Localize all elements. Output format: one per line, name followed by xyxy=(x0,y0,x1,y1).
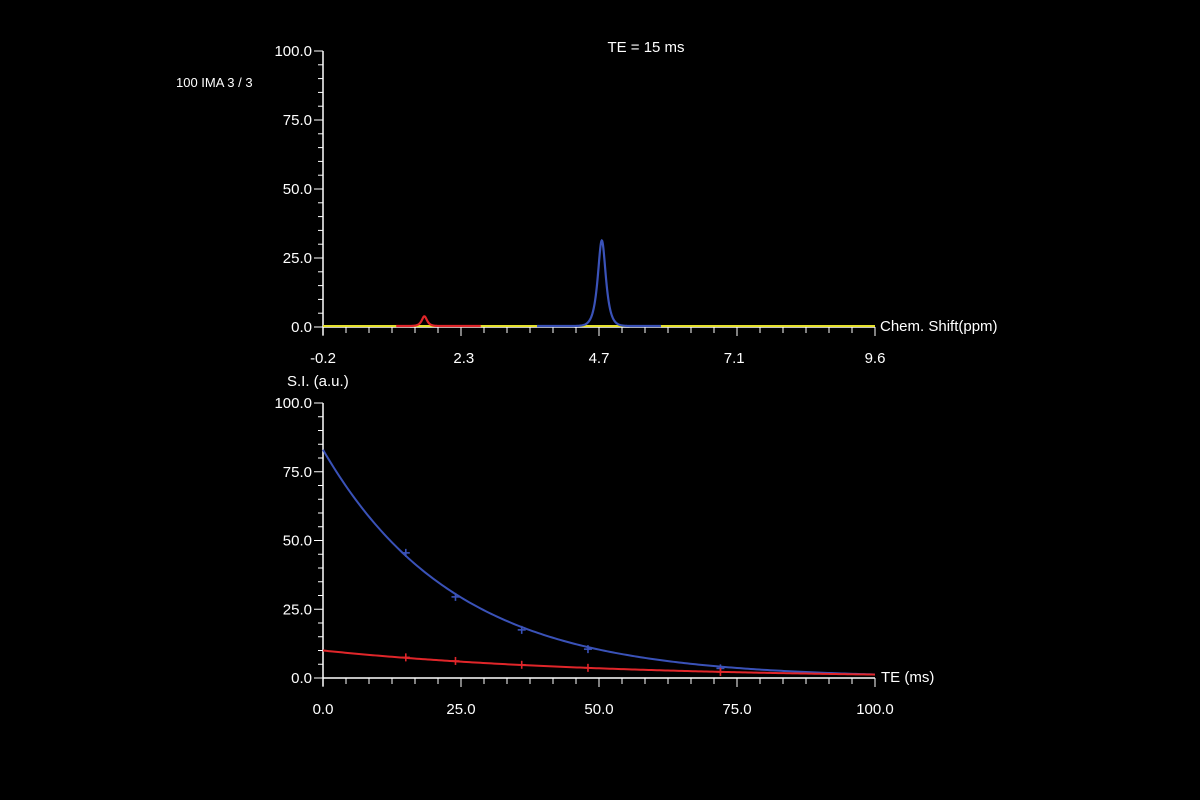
x-tick-label: 100.0 xyxy=(856,701,894,718)
y-tick-label: 25.0 xyxy=(283,601,312,618)
y-tick-label: 0.0 xyxy=(291,670,312,687)
decay-fit-line-1 xyxy=(322,649,876,676)
decay-fit-line-0 xyxy=(322,449,876,676)
spectrum-chart: 0.0 25.0 50.0 75.0 100.0 -0.2 2.3 4.7 7.1 9.6 Ch… xyxy=(274,43,997,367)
decay-data-point xyxy=(517,660,526,669)
decay-data-point xyxy=(583,645,592,654)
x-tick-label: 75.0 xyxy=(722,701,751,718)
decay-data-point xyxy=(583,663,592,672)
decay-y-axis-label: S.I. (a.u.) xyxy=(287,373,349,390)
x-tick-label: 25.0 xyxy=(446,701,475,718)
x-tick-label: 2.3 xyxy=(453,350,474,367)
spectrum-series-line-1 xyxy=(396,315,481,328)
spectrum-series xyxy=(323,238,875,328)
y-tick-label: 50.0 xyxy=(283,533,312,550)
decay-y-tick-labels: 0.0 25.0 50.0 75.0 100.0 xyxy=(274,395,312,687)
x-tick-label: 7.1 xyxy=(724,350,745,367)
y-tick-label: 0.0 xyxy=(291,319,312,336)
decay-data-point xyxy=(451,656,460,665)
decay-data-point xyxy=(401,548,410,557)
x-tick-label: 9.6 xyxy=(865,350,886,367)
spectrum-x-tick-labels: -0.2 2.3 4.7 7.1 9.6 xyxy=(310,350,885,367)
x-tick-label: -0.2 xyxy=(310,350,336,367)
spectrum-y-tick-labels: 0.0 25.0 50.0 75.0 100.0 xyxy=(274,43,312,336)
x-tick-label: 50.0 xyxy=(584,701,613,718)
decay-data-point xyxy=(716,667,725,676)
y-tick-label: 100.0 xyxy=(274,43,312,60)
y-tick-label: 50.0 xyxy=(283,181,312,198)
spectrum-x-axis-label: Chem. Shift(ppm) xyxy=(880,318,998,335)
x-tick-label: 0.0 xyxy=(313,701,334,718)
decay-chart: 0.0 25.0 50.0 75.0 100.0 0.0 25.0 50.0 75.0 100.… xyxy=(274,373,934,718)
y-tick-label: 100.0 xyxy=(274,395,312,412)
spectrum-title: TE = 15 ms xyxy=(607,39,684,56)
decay-x-tick-labels: 0.0 25.0 50.0 75.0 100.0 xyxy=(313,701,894,718)
y-tick-label: 75.0 xyxy=(283,464,312,481)
decay-data-point xyxy=(401,653,410,662)
decay-x-axis-label: TE (ms) xyxy=(881,669,934,686)
spectrum-series-line-0 xyxy=(537,238,661,328)
y-tick-label: 75.0 xyxy=(283,112,312,129)
decay-data-point xyxy=(517,625,526,634)
x-tick-label: 4.7 xyxy=(589,350,610,367)
decay-series xyxy=(322,449,876,676)
decay-data-point xyxy=(451,592,460,601)
series-info-label: 100 IMA 3 / 3 xyxy=(176,75,253,90)
y-tick-label: 25.0 xyxy=(283,250,312,267)
